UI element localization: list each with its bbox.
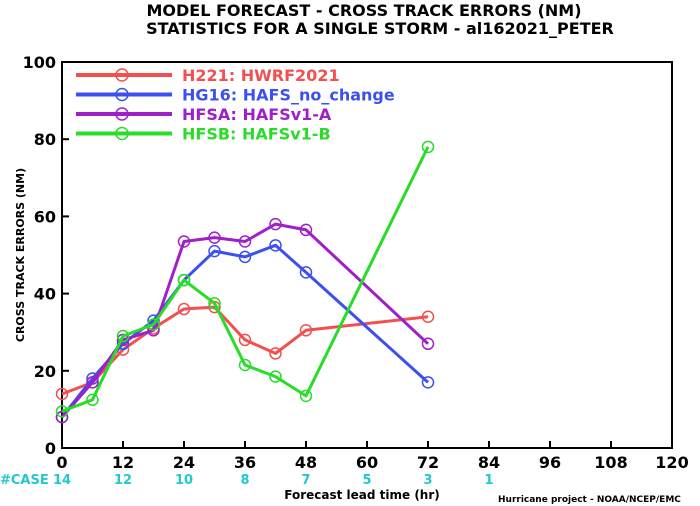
data-point [208, 244, 221, 258]
data-point [177, 235, 191, 248]
series-2 [55, 217, 435, 424]
data-point [421, 376, 435, 389]
x-tick-label: 72 [417, 453, 439, 472]
data-point [208, 231, 221, 244]
data-point [269, 217, 282, 231]
data-point [55, 387, 69, 401]
series-3 [55, 140, 435, 418]
legend-marker [115, 87, 129, 102]
series-line [60, 222, 430, 419]
case-count: 1 [484, 473, 493, 488]
y-tick-label: 60 [34, 207, 56, 226]
y-tick-label: 80 [34, 130, 56, 149]
legend-label: H221: HWRF2021 [182, 66, 340, 85]
case-count: 12 [114, 473, 132, 488]
x-tick-label: 48 [295, 453, 317, 472]
series-line [60, 243, 430, 419]
x-tick-label: 12 [112, 453, 134, 472]
data-point [208, 297, 221, 310]
data-point [421, 310, 435, 324]
data-point [269, 370, 282, 383]
legend-label: HFSB: HAFSv1-B [182, 125, 331, 144]
legend-marker [115, 68, 129, 82]
series-layer [55, 140, 435, 424]
data-point [177, 302, 191, 316]
x-tick-label: 24 [173, 453, 195, 472]
case-counts: 14 12 10 8 7 5 3 1 [53, 473, 494, 488]
legend-marker [115, 107, 129, 121]
x-tick-label: 84 [478, 453, 500, 472]
y-tick-label: 40 [34, 285, 56, 304]
data-point [86, 393, 99, 406]
data-point [55, 405, 69, 418]
credit-text: Hurricane project - NOAA/NCEP/EMC [498, 495, 681, 505]
case-count: 5 [362, 473, 371, 488]
data-point [238, 358, 252, 372]
x-tick-label: 0 [56, 453, 67, 472]
data-point [299, 324, 313, 337]
chart-subtitle: STATISTICS FOR A SINGLE STORM - al162021… [146, 19, 614, 38]
y-axis-label: CROSS TRACK ERRORS (NM) [14, 168, 27, 342]
data-point [86, 376, 99, 389]
x-axis-label: Forecast lead time (hr) [284, 488, 440, 502]
x-tick-label: 108 [594, 453, 627, 472]
data-point [147, 318, 160, 331]
case-label: #CASE [0, 473, 49, 488]
case-count: 10 [175, 473, 193, 488]
data-point [269, 239, 282, 252]
legend-label: HFSA: HAFSv1-A [182, 105, 332, 124]
series-0 [55, 300, 435, 401]
series-line [61, 146, 430, 413]
legend-label: HG16: HAFS_no_change [182, 86, 395, 105]
x-axis: 0 12 24 36 48 60 72 84 96 108 120 [56, 441, 689, 472]
data-point [55, 410, 69, 424]
data-point [116, 329, 130, 343]
plot-frame [61, 61, 673, 449]
case-count: 8 [240, 473, 249, 488]
case-count: 7 [301, 473, 310, 488]
x-tick-label: 120 [655, 453, 688, 472]
data-point [177, 273, 191, 287]
chart-title: MODEL FORECAST - CROSS TRACK ERRORS (NM) [146, 1, 581, 20]
x-tick-label: 36 [234, 453, 256, 472]
data-point [238, 333, 252, 347]
y-tick-label: 100 [23, 53, 56, 72]
case-count: 14 [53, 473, 71, 488]
y-axis: 0 20 40 60 80 100 [23, 53, 69, 458]
data-point [421, 140, 435, 154]
series-1 [55, 239, 435, 424]
legend-marker [115, 126, 129, 141]
x-tick-label: 96 [539, 453, 561, 472]
data-point [299, 266, 313, 279]
data-point [269, 347, 282, 360]
data-point [238, 235, 252, 248]
data-point [238, 250, 252, 264]
data-point [116, 333, 130, 347]
y-tick-label: 0 [45, 439, 56, 458]
x-tick-label: 60 [356, 453, 378, 472]
data-point [299, 389, 313, 403]
data-point [421, 337, 435, 351]
data-point [299, 223, 313, 237]
case-count: 3 [423, 473, 432, 488]
y-tick-label: 20 [34, 362, 56, 381]
